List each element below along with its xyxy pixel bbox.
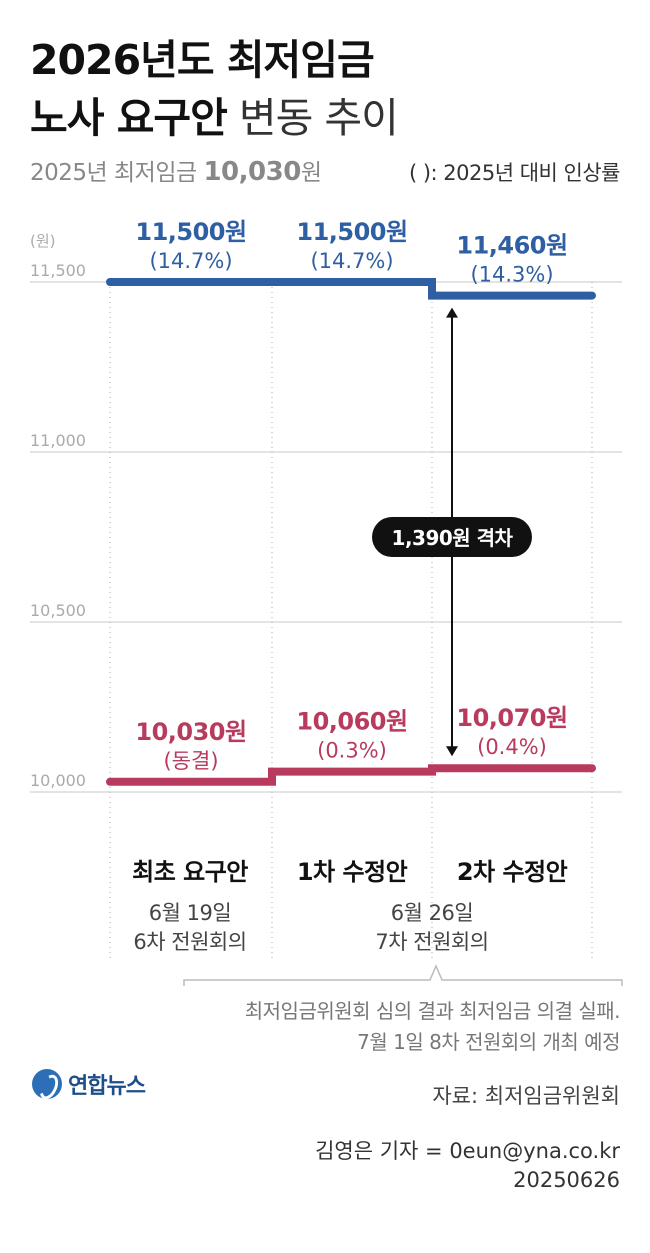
page-title-line2: 노사 요구안 변동 추이 xyxy=(30,84,399,144)
gap-badge-label: 1,390원 격차 xyxy=(392,526,514,550)
base-wage-label: 2025년 최저임금 xyxy=(30,160,204,186)
rate-label-labor-0: (14.7%) xyxy=(149,249,232,273)
rate-label-management-0: (동결) xyxy=(163,749,218,773)
stage-date-2-day: 6월 26일 xyxy=(390,901,474,925)
gap-arrow-head-up xyxy=(446,307,458,318)
base-wage-value: 10,030 xyxy=(203,157,301,187)
series-line-labor xyxy=(106,278,596,300)
y-tick-label-3: 10,000 xyxy=(30,771,86,790)
note-connector xyxy=(183,964,623,986)
y-tick-label-2: 10,500 xyxy=(30,601,86,620)
gap-arrow-head-down xyxy=(446,746,458,757)
yonhap-logo-text: 연합뉴스 xyxy=(68,1074,146,1099)
data-label-labor-0: 11,500원 xyxy=(135,218,246,246)
byline: 김영은 기자 = 0eun@yna.co.kr 20250626 xyxy=(315,1137,620,1195)
page-title-line1: 2026년도 최저임금 xyxy=(30,36,375,84)
stage-date-1-day: 6월 19일 xyxy=(148,901,232,925)
data-label-management-0: 10,030원 xyxy=(135,718,246,746)
result-note-line1: 최저임금위원회 심의 결과 최저임금 의결 실패. xyxy=(244,999,621,1023)
result-note: 최저임금위원회 심의 결과 최저임금 의결 실패. 7월 1일 8차 전원회의 … xyxy=(244,996,621,1058)
rate-label-management-1: (0.3%) xyxy=(317,739,387,763)
gap-badge xyxy=(372,517,532,557)
data-label-labor-1: 11,500원 xyxy=(296,218,407,246)
y-tick-label-0: 11,500 xyxy=(30,261,86,280)
stage-date-2: 6월 26일 7차 전원회의 xyxy=(272,899,592,957)
rate-label-labor-2: (14.3%) xyxy=(470,263,553,287)
note-bracket xyxy=(183,964,623,986)
series-line-management xyxy=(106,764,596,786)
stage-label-initial: 최초 요구안 xyxy=(132,858,248,886)
stage-date-2-meeting: 7차 전원회의 xyxy=(375,930,489,954)
result-note-line2: 7월 1일 8차 전원회의 개최 예정 xyxy=(357,1030,620,1054)
stage-label-rev2: 2차 수정안 xyxy=(456,858,568,886)
yonhap-logo: 연합뉴스 xyxy=(32,1068,146,1100)
base-wage-unit: 원 xyxy=(300,160,322,186)
data-label-labor-2: 11,460원 xyxy=(456,232,567,260)
byline-reporter: 김영은 기자 = 0eun@yna.co.kr xyxy=(315,1139,620,1163)
data-label-management-2: 10,070원 xyxy=(456,704,567,732)
rate-label-labor-1: (14.7%) xyxy=(310,249,393,273)
yonhap-logo-icon xyxy=(32,1069,62,1099)
source-credit: 자료: 최저임금위원회 xyxy=(432,1084,620,1108)
data-label-management-1: 10,060원 xyxy=(296,708,407,736)
title-rest: 변동 추이 xyxy=(226,94,399,142)
title-highlight: 노사 요구안 xyxy=(30,94,228,142)
rate-label-management-2: (0.4%) xyxy=(477,735,547,759)
stage-date-1: 6월 19일 6차 전원회의 xyxy=(110,899,270,957)
wage-chart: (원) 11,500 11,000 10,500 10,000 11,500원 (14.7%… xyxy=(30,218,622,960)
stage-date-1-meeting: 6차 전원회의 xyxy=(133,930,247,954)
base-wage: 2025년 최저임금 10,030원 xyxy=(30,153,322,187)
y-tick-label-1: 11,000 xyxy=(30,431,86,450)
rate-note: ( ): 2025년 대비 인상률 xyxy=(408,161,621,185)
y-unit-label: (원) xyxy=(30,232,56,250)
stage-label-rev1: 1차 수정안 xyxy=(296,858,408,886)
byline-date: 20250626 xyxy=(513,1168,620,1192)
